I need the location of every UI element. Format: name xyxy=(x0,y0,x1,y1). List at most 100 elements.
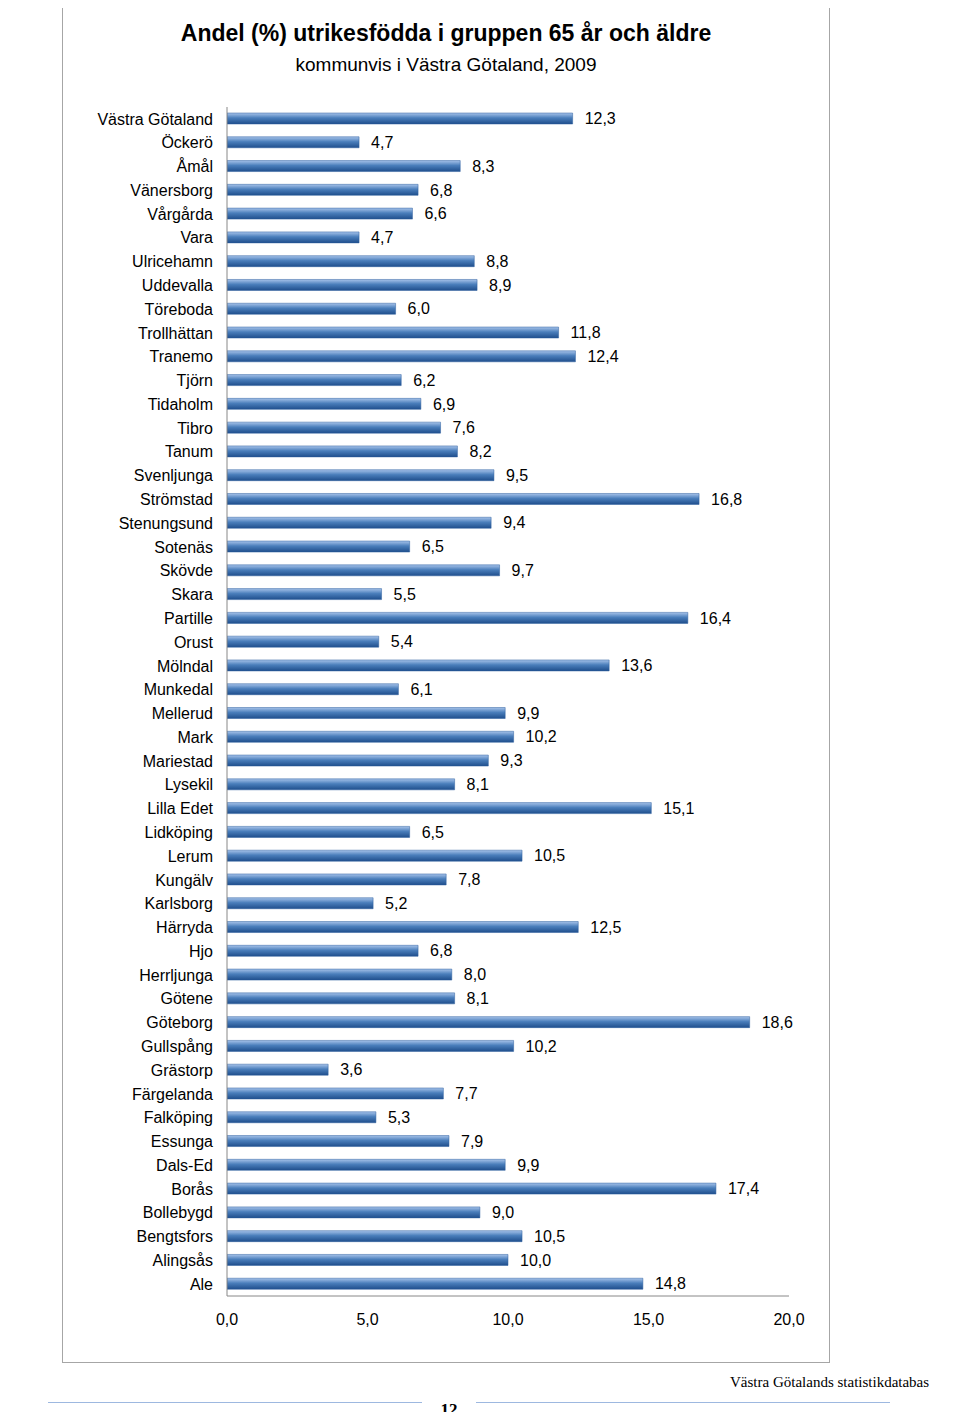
svg-text:5,3: 5,3 xyxy=(388,1109,410,1126)
svg-text:Vänersborg: Vänersborg xyxy=(130,182,213,199)
svg-text:10,2: 10,2 xyxy=(526,1038,557,1055)
svg-text:Härryda: Härryda xyxy=(156,919,213,936)
svg-text:6,6: 6,6 xyxy=(424,205,446,222)
svg-text:Stenungsund: Stenungsund xyxy=(119,515,213,532)
svg-text:12,4: 12,4 xyxy=(587,348,618,365)
svg-text:Alingsås: Alingsås xyxy=(153,1252,213,1269)
svg-text:Töreboda: Töreboda xyxy=(145,301,214,318)
svg-text:Falköping: Falköping xyxy=(144,1109,213,1126)
svg-text:5,5: 5,5 xyxy=(394,586,416,603)
svg-text:9,4: 9,4 xyxy=(503,514,525,531)
svg-text:Sotenäs: Sotenäs xyxy=(154,539,213,556)
svg-text:15,0: 15,0 xyxy=(633,1311,664,1328)
svg-text:Ale: Ale xyxy=(190,1276,213,1293)
svg-text:11,8: 11,8 xyxy=(571,324,601,341)
svg-text:6,5: 6,5 xyxy=(422,538,444,555)
svg-text:9,7: 9,7 xyxy=(512,562,534,579)
svg-text:5,0: 5,0 xyxy=(356,1311,378,1328)
svg-text:Bengtsfors: Bengtsfors xyxy=(137,1228,213,1245)
svg-text:Ulricehamn: Ulricehamn xyxy=(132,253,213,270)
svg-text:8,0: 8,0 xyxy=(464,966,486,983)
svg-text:Götene: Götene xyxy=(161,990,214,1007)
svg-text:7,6: 7,6 xyxy=(453,419,475,436)
svg-text:6,0: 6,0 xyxy=(408,300,430,317)
svg-text:6,9: 6,9 xyxy=(433,396,455,413)
svg-text:4,7: 4,7 xyxy=(371,134,393,151)
svg-text:Skövde: Skövde xyxy=(160,562,213,579)
svg-text:Svenljunga: Svenljunga xyxy=(134,467,213,484)
svg-text:Trollhättan: Trollhättan xyxy=(138,325,213,342)
svg-text:8,3: 8,3 xyxy=(472,158,494,175)
svg-text:9,9: 9,9 xyxy=(517,1157,539,1174)
svg-text:10,2: 10,2 xyxy=(526,728,557,745)
svg-text:18,6: 18,6 xyxy=(762,1014,793,1031)
svg-text:Tidaholm: Tidaholm xyxy=(148,396,213,413)
svg-text:Tranemo: Tranemo xyxy=(150,348,214,365)
svg-text:Hjo: Hjo xyxy=(189,943,213,960)
svg-text:6,8: 6,8 xyxy=(430,942,452,959)
svg-text:12,3: 12,3 xyxy=(585,110,616,127)
svg-text:5,4: 5,4 xyxy=(391,633,413,650)
svg-text:Gullspång: Gullspång xyxy=(141,1038,213,1055)
svg-text:Göteborg: Göteborg xyxy=(146,1014,213,1031)
svg-text:Mölndal: Mölndal xyxy=(157,658,213,675)
svg-text:Uddevalla: Uddevalla xyxy=(142,277,213,294)
svg-text:13,6: 13,6 xyxy=(621,657,652,674)
svg-text:Essunga: Essunga xyxy=(151,1133,213,1150)
svg-text:9,0: 9,0 xyxy=(492,1204,514,1221)
svg-text:8,1: 8,1 xyxy=(467,990,489,1007)
svg-text:Mark: Mark xyxy=(177,729,214,746)
svg-text:8,9: 8,9 xyxy=(489,277,511,294)
svg-text:Lysekil: Lysekil xyxy=(165,776,213,793)
svg-text:20,0: 20,0 xyxy=(773,1311,804,1328)
svg-text:Mariestad: Mariestad xyxy=(143,753,213,770)
svg-text:8,1: 8,1 xyxy=(467,776,489,793)
svg-text:10,0: 10,0 xyxy=(520,1252,551,1269)
svg-text:17,4: 17,4 xyxy=(728,1180,759,1197)
svg-text:9,3: 9,3 xyxy=(500,752,522,769)
svg-text:8,2: 8,2 xyxy=(469,443,491,460)
svg-text:4,7: 4,7 xyxy=(371,229,393,246)
svg-text:16,4: 16,4 xyxy=(700,610,731,627)
svg-text:7,9: 7,9 xyxy=(461,1133,483,1150)
svg-text:Strömstad: Strömstad xyxy=(140,491,213,508)
svg-text:Lidköping: Lidköping xyxy=(145,824,214,841)
svg-text:Västra Götaland: Västra Götaland xyxy=(97,111,213,128)
svg-text:6,8: 6,8 xyxy=(430,182,452,199)
svg-text:5,2: 5,2 xyxy=(385,895,407,912)
svg-text:Tjörn: Tjörn xyxy=(177,372,213,389)
svg-text:6,1: 6,1 xyxy=(410,681,432,698)
svg-text:Lilla Edet: Lilla Edet xyxy=(147,800,213,817)
svg-text:Tibro: Tibro xyxy=(177,420,213,437)
svg-text:Lerum: Lerum xyxy=(168,848,213,865)
svg-text:Färgelanda: Färgelanda xyxy=(132,1086,213,1103)
svg-text:Bollebygd: Bollebygd xyxy=(143,1204,213,1221)
svg-text:Skara: Skara xyxy=(171,586,213,603)
svg-text:Vara: Vara xyxy=(180,229,213,246)
svg-text:3,6: 3,6 xyxy=(340,1061,362,1078)
svg-text:Karlsborg: Karlsborg xyxy=(145,895,213,912)
svg-text:7,7: 7,7 xyxy=(455,1085,477,1102)
svg-text:16,8: 16,8 xyxy=(711,491,742,508)
svg-text:10,5: 10,5 xyxy=(534,1228,565,1245)
svg-text:10,0: 10,0 xyxy=(492,1311,523,1328)
svg-text:Grästorp: Grästorp xyxy=(151,1062,213,1079)
svg-text:10,5: 10,5 xyxy=(534,847,565,864)
svg-text:6,2: 6,2 xyxy=(413,372,435,389)
svg-text:Borås: Borås xyxy=(171,1181,213,1198)
svg-text:12,5: 12,5 xyxy=(590,919,621,936)
svg-text:Orust: Orust xyxy=(174,634,214,651)
svg-text:9,5: 9,5 xyxy=(506,467,528,484)
svg-text:8,8: 8,8 xyxy=(486,253,508,270)
svg-text:Munkedal: Munkedal xyxy=(144,681,213,698)
svg-text:7,8: 7,8 xyxy=(458,871,480,888)
svg-text:6,5: 6,5 xyxy=(422,824,444,841)
svg-text:Partille: Partille xyxy=(164,610,213,627)
svg-text:9,9: 9,9 xyxy=(517,705,539,722)
svg-text:0,0: 0,0 xyxy=(216,1311,238,1328)
svg-text:Öckerö: Öckerö xyxy=(161,134,213,151)
svg-text:Vårgårda: Vårgårda xyxy=(147,206,213,223)
svg-text:15,1: 15,1 xyxy=(663,800,694,817)
svg-text:Kungälv: Kungälv xyxy=(155,872,213,889)
svg-text:Dals-Ed: Dals-Ed xyxy=(156,1157,213,1174)
